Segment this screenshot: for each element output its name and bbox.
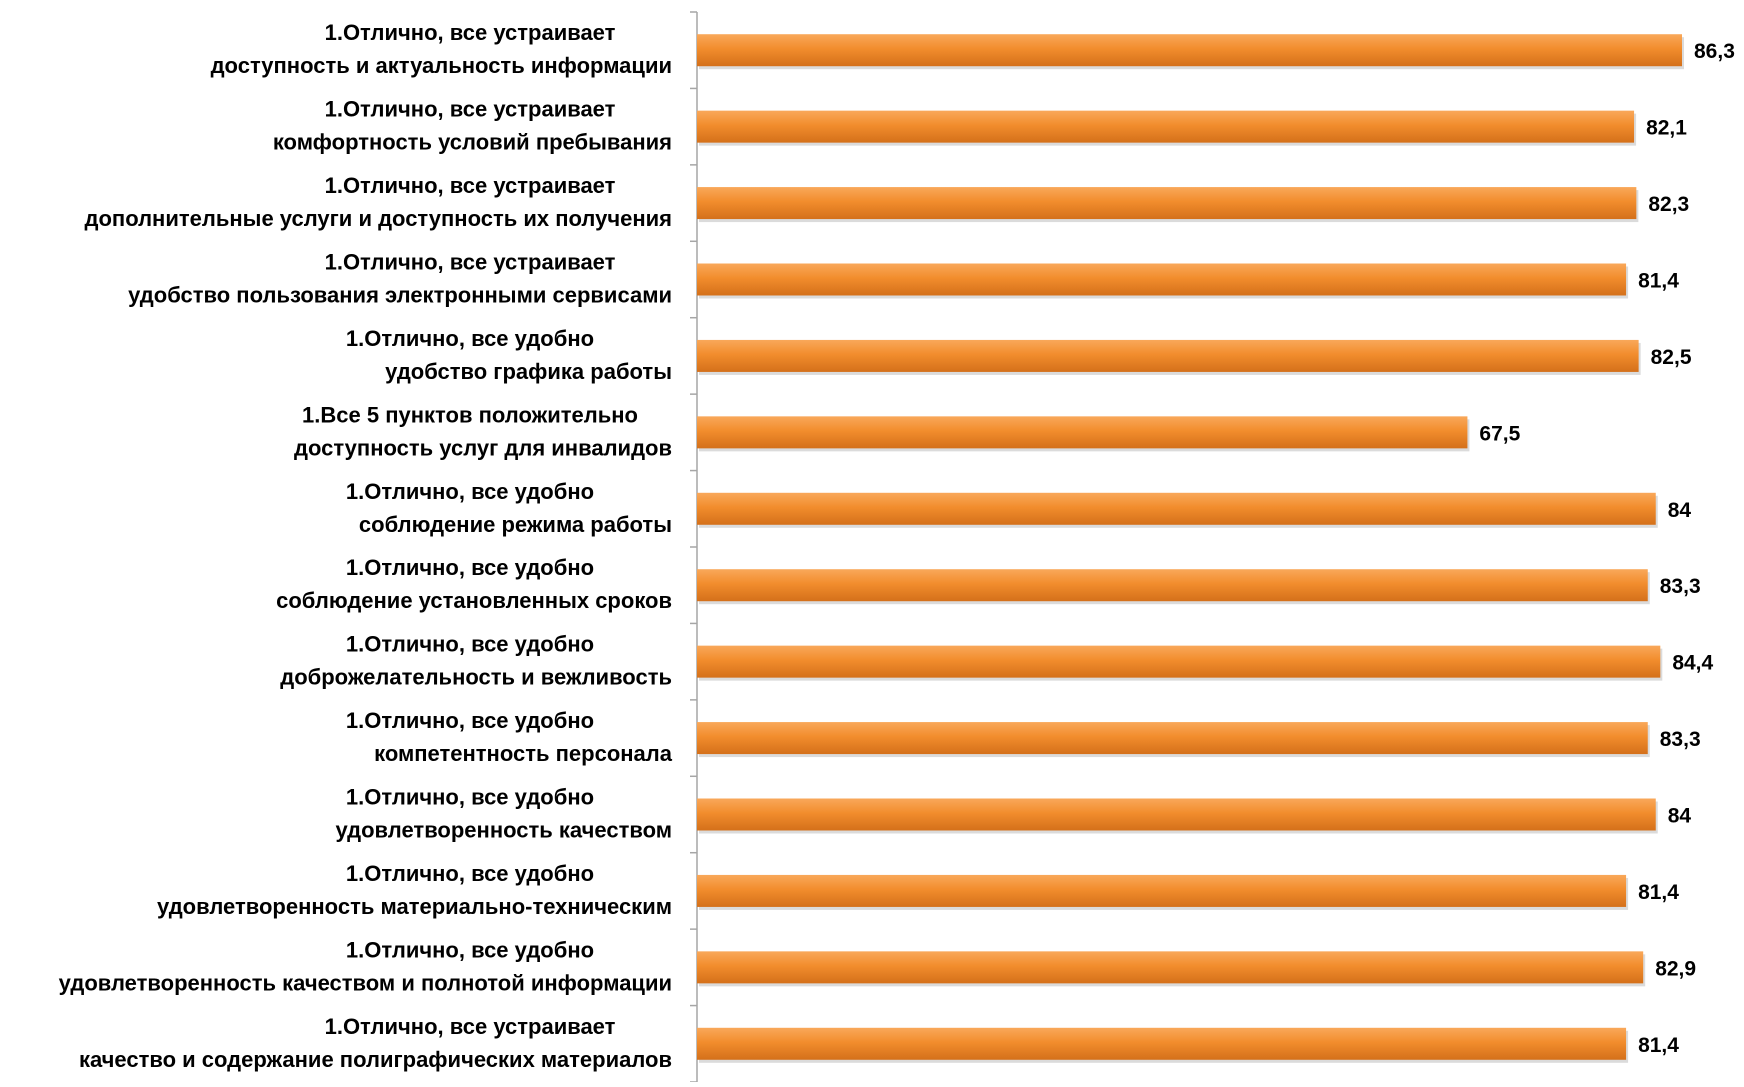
data-label: 84,4 (1672, 652, 1713, 675)
category-label-line2: удовлетворенность качеством и полнотой и… (59, 970, 672, 995)
data-label: 83,3 (1660, 575, 1701, 598)
bar (697, 416, 1468, 449)
category-label-line1: 1.Отлично, все устраивает (325, 1014, 616, 1039)
category-label-line1: 1.Отлично, все удобно (346, 479, 594, 504)
category-label-line2: удобство пользования электронными сервис… (128, 283, 672, 308)
data-label: 81,4 (1638, 1034, 1679, 1057)
bar (697, 569, 1648, 602)
data-label: 67,5 (1479, 422, 1520, 445)
bar (697, 798, 1656, 831)
category-label-line1: 1.Отлично, все устраивает (325, 173, 616, 198)
data-label: 82,1 (1646, 117, 1687, 140)
bar (697, 110, 1635, 143)
bar (697, 187, 1637, 220)
category-label-line1: 1.Отлично, все удобно (346, 326, 594, 351)
data-label: 82,9 (1655, 957, 1696, 980)
category-label-line2: удовлетворенность качеством (335, 818, 672, 843)
bar (697, 874, 1627, 907)
category-label-line1: 1.Отлично, все удобно (346, 632, 594, 657)
data-label: 82,5 (1651, 346, 1692, 369)
data-label: 86,3 (1694, 40, 1735, 63)
data-label: 81,4 (1638, 881, 1679, 904)
category-label-line1: 1.Все 5 пунктов положительно (302, 402, 638, 427)
category-label-line2: компетентность персонала (374, 741, 673, 766)
category-label-line1: 1.Отлично, все удобно (346, 555, 594, 580)
category-label-line1: 1.Отлично, все устраивает (325, 250, 616, 275)
bar (697, 1027, 1627, 1060)
bar (697, 645, 1661, 678)
bar (697, 492, 1656, 525)
data-label: 82,3 (1648, 193, 1689, 216)
category-label-line2: соблюдение установленных сроков (276, 588, 672, 613)
category-label-line1: 1.Отлично, все удобно (346, 785, 594, 810)
data-label: 84 (1668, 499, 1692, 522)
category-label-line2: дополнительные услуги и доступность их п… (85, 206, 673, 231)
category-label-line1: 1.Отлично, все удобно (346, 861, 594, 886)
category-label-line2: качество и содержание полиграфических ма… (79, 1047, 672, 1072)
bar (697, 263, 1627, 296)
data-label: 83,3 (1660, 728, 1701, 751)
category-label-line2: доступность и актуальность информации (211, 53, 672, 78)
category-label-line2: соблюдение режима работы (359, 512, 672, 537)
data-label: 84 (1668, 805, 1692, 828)
bar (697, 34, 1682, 67)
category-label-line2: комфортность условий пребывания (273, 130, 672, 155)
category-label-line1: 1.Отлично, все удобно (346, 937, 594, 962)
category-label-line2: доброжелательность и вежливость (280, 665, 672, 690)
category-label-line2: удобство графика работы (385, 359, 672, 384)
data-label: 81,4 (1638, 270, 1679, 293)
category-label-line2: удовлетворенность материально-технически… (157, 894, 672, 919)
category-label-line1: 1.Отлично, все устраивает (325, 97, 616, 122)
bar (697, 722, 1648, 755)
category-label-line1: 1.Отлично, все устраивает (325, 20, 616, 45)
category-label-line1: 1.Отлично, все удобно (346, 708, 594, 733)
bar (697, 339, 1639, 372)
bar (697, 951, 1644, 984)
category-label-line2: доступность услуг для инвалидов (294, 435, 672, 460)
